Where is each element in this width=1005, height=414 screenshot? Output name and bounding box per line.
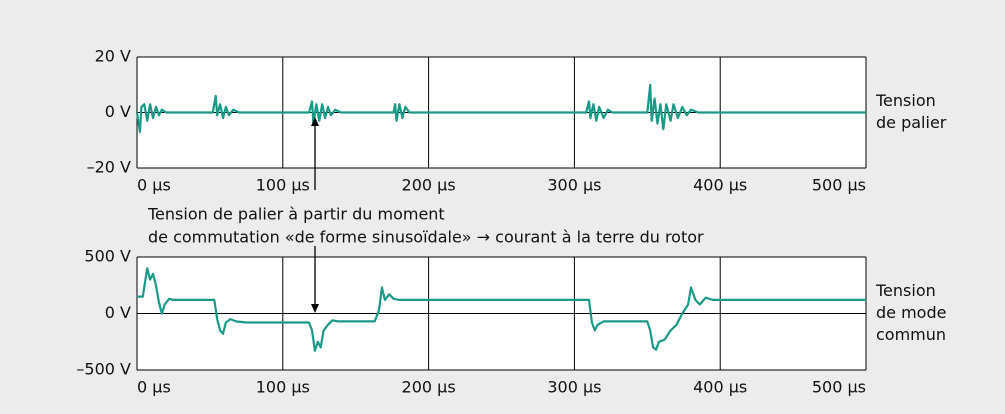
trace <box>135 83 866 133</box>
x-tick-label: 0 µs <box>137 176 171 195</box>
y-tick-label: 500 V <box>84 247 131 266</box>
y-tick-label: –20 V <box>87 158 131 177</box>
x-tick-label: 500 µs <box>812 176 866 195</box>
x-tick-label: 300 µs <box>547 378 601 397</box>
annotation: Tension de palier à partir du moment <box>147 205 445 224</box>
side-label: commun <box>876 325 946 344</box>
y-tick-label: 0 V <box>105 102 131 121</box>
trace <box>137 267 866 352</box>
marks <box>135 56 867 371</box>
side-label: de palier <box>876 113 947 132</box>
x-tick-label: 500 µs <box>812 378 866 397</box>
annotation: de commutation «de forme sinusoïdale» → … <box>148 228 704 247</box>
y-tick-label: 0 V <box>105 303 131 322</box>
x-tick-label: 400 µs <box>693 378 747 397</box>
side-label: Tension <box>875 91 936 110</box>
arrow-head <box>311 304 319 313</box>
x-tick-label: 0 µs <box>137 378 171 397</box>
arrow-head <box>311 117 319 126</box>
x-tick-label: 100 µs <box>256 176 310 195</box>
x-tick-label: 200 µs <box>402 378 456 397</box>
x-tick-label: 400 µs <box>693 176 747 195</box>
y-tick-label: –500 V <box>76 360 131 379</box>
y-tick-label: 20 V <box>95 47 131 66</box>
side-label: Tension <box>875 281 936 300</box>
x-tick-label: 100 µs <box>256 378 310 397</box>
x-tick-label: 300 µs <box>547 176 601 195</box>
x-tick-label: 200 µs <box>402 176 456 195</box>
side-label: de mode <box>876 303 946 322</box>
